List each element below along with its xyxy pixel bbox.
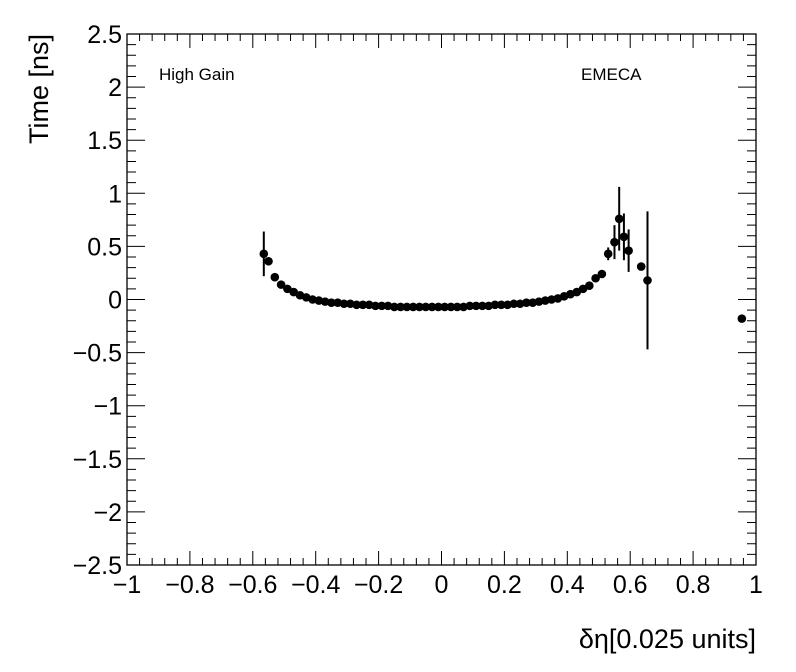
y-tick-label: 1.5 <box>87 127 122 155</box>
y-tick-label: −1.5 <box>73 446 122 474</box>
y-tick-label: 1 <box>108 180 122 208</box>
y-axis-title: Time [ns] <box>24 34 54 144</box>
data-point <box>390 302 399 312</box>
annotation-emeca: EMECA <box>581 65 642 84</box>
y-tick-label: −0.5 <box>73 340 122 368</box>
x-tick-label: 0.4 <box>550 571 585 599</box>
y-tick-label: 0.5 <box>87 233 122 261</box>
data-point <box>643 276 652 285</box>
x-tick-label: −0.4 <box>291 571 340 599</box>
data-point <box>597 269 607 279</box>
data-point <box>496 300 506 310</box>
y-tick-label: 0 <box>108 287 122 315</box>
data-point <box>408 302 418 312</box>
y-tick-label: −1 <box>93 393 122 421</box>
data-point <box>427 302 437 312</box>
data-point <box>358 300 368 310</box>
axis-ticks <box>126 33 757 566</box>
data-point <box>490 300 500 310</box>
x-tick-label: 0.2 <box>487 571 522 599</box>
data-point <box>619 232 629 242</box>
data-point <box>415 302 424 312</box>
data-point <box>478 301 487 311</box>
data-point <box>264 256 273 266</box>
x-axis-title: δη[0.025 units] <box>579 624 756 654</box>
y-tick-label: 2.5 <box>87 21 122 49</box>
data-point <box>421 302 431 312</box>
data-point <box>636 262 646 271</box>
data-point <box>465 301 475 311</box>
data-point <box>396 302 405 312</box>
data-point <box>522 298 531 307</box>
plot-frame <box>126 33 757 566</box>
y-tick-label: −2 <box>93 499 122 527</box>
data-point <box>402 302 412 312</box>
x-tick-label: −0.2 <box>354 571 403 599</box>
y-tick-label: 2 <box>108 74 122 102</box>
x-tick-labels: −1 −0.8 −0.6 −0.4 −0.2 0 0.2 0.4 0.6 0.8 1 <box>113 571 763 599</box>
data-point <box>591 273 600 283</box>
x-tick-label: 0.8 <box>676 571 711 599</box>
y-tick-labels: 2.5 2 1.5 1 0.5 0 −0.5 −1 −1.5 −2 −2.5 <box>73 21 122 580</box>
data-point <box>434 302 443 312</box>
data-point <box>585 281 594 290</box>
data-point <box>270 272 280 282</box>
data-points <box>259 186 747 350</box>
data-point <box>352 300 361 310</box>
data-point <box>371 301 380 311</box>
data-point <box>377 301 387 311</box>
data-point <box>339 299 349 309</box>
data-point <box>259 249 269 259</box>
tick-marks <box>126 33 757 566</box>
data-point <box>603 249 613 259</box>
data-point <box>446 302 456 312</box>
data-point <box>327 298 336 307</box>
data-point <box>276 280 286 289</box>
x-tick-label: −0.8 <box>165 571 214 599</box>
data-point <box>737 314 747 323</box>
y-tick-label: −2.5 <box>73 552 122 580</box>
data-point <box>452 302 462 312</box>
x-tick-label: 0 <box>435 571 449 599</box>
annotation-high-gain: High Gain <box>159 65 235 84</box>
x-tick-label: −1 <box>113 571 142 599</box>
data-point <box>471 301 481 311</box>
data-point <box>440 302 449 312</box>
data-point <box>610 237 619 247</box>
data-point <box>624 246 633 255</box>
data-point <box>614 214 624 224</box>
data-point <box>509 299 519 309</box>
x-tick-label: 0.6 <box>613 571 648 599</box>
x-tick-label: −0.6 <box>228 571 277 599</box>
x-tick-label: 1 <box>749 571 763 599</box>
